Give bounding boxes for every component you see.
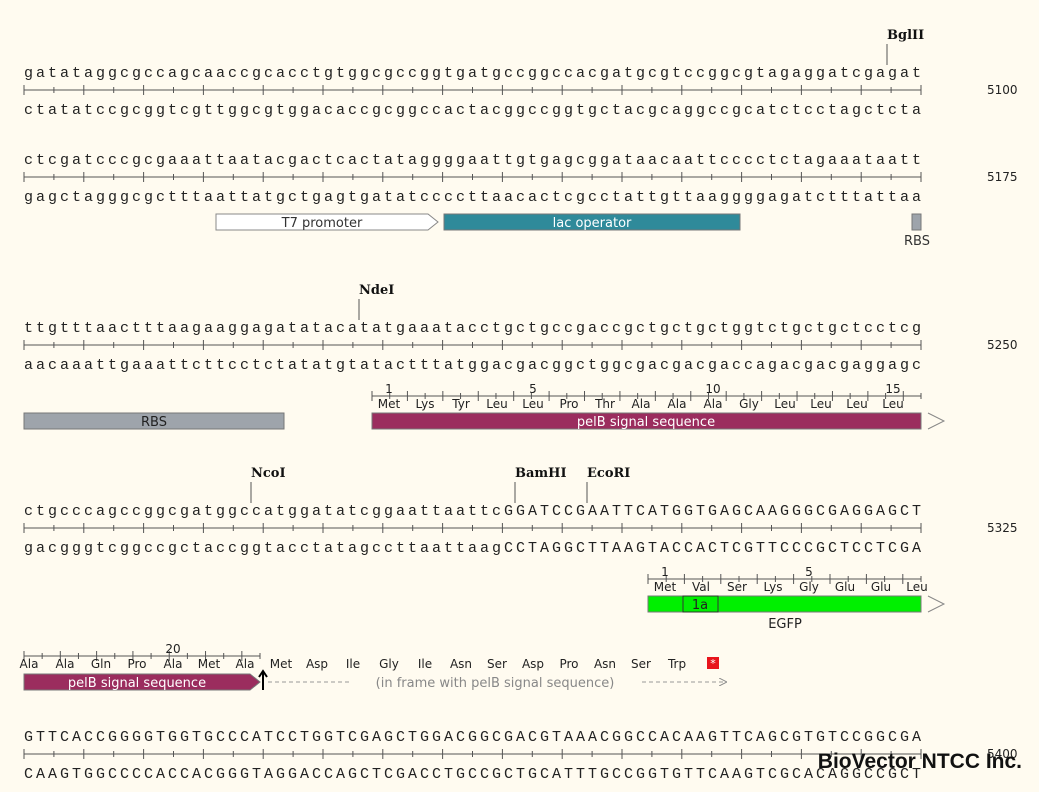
- residue-number: 1: [661, 565, 669, 579]
- amino-acid: Met: [378, 397, 401, 411]
- bottom-strand: gagctagggcgctttaattatgctgagtgatatcccctta…: [24, 189, 921, 206]
- amino-acid: Pro: [559, 657, 578, 671]
- feature-rbs: [23, 412, 285, 430]
- amino-acid: Tyr: [451, 397, 470, 411]
- amino-acid: Met: [198, 657, 221, 671]
- watermark: BioVector NTCC Inc.: [818, 750, 1022, 773]
- amino-acid: Ser: [727, 580, 747, 594]
- amino-acid: Lys: [764, 580, 783, 594]
- amino-acid: Gly: [739, 397, 759, 411]
- bottom-strand: ctatatccgcggtcgttggcgtggacaccgcggccactac…: [24, 102, 921, 119]
- position: 5250: [987, 338, 1018, 352]
- residue-number: 10: [705, 382, 720, 396]
- segment-label: 1a: [692, 598, 708, 613]
- feature-t7: [215, 213, 439, 231]
- top-strand: GTTCACCGGGGTGGTGCCCATCCTGGTCGAGCTGGACGGC…: [24, 729, 921, 746]
- feature-pelb: [23, 673, 261, 691]
- bottom-strand: aacaaattgaaattcttcctctatatgtatactttatgga…: [24, 357, 921, 374]
- note: (in frame with pelB signal sequence): [376, 676, 615, 691]
- feature-rbs: [911, 213, 922, 231]
- position: 5175: [987, 170, 1018, 184]
- site-label: BamHI: [515, 466, 567, 481]
- residue-number: 20: [165, 642, 180, 656]
- feature-lac: [443, 213, 741, 231]
- amino-acid: Leu: [846, 397, 867, 411]
- position: 5400: [987, 747, 1018, 761]
- amino-acid: Ile: [346, 657, 360, 671]
- feature-label: T7 promoter: [281, 216, 363, 231]
- amino-acid: Leu: [774, 397, 795, 411]
- amino-acid: Trp: [667, 657, 686, 671]
- feature-pelb: [371, 412, 922, 430]
- amino-acid: Val: [692, 580, 710, 594]
- feature-label: EGFP: [768, 617, 802, 632]
- amino-acid: Leu: [906, 580, 927, 594]
- site-label: BglII: [887, 28, 924, 43]
- residue-number: 5: [805, 565, 813, 579]
- amino-acid: Ala: [632, 397, 651, 411]
- residue-number: 1: [385, 382, 393, 396]
- amino-acid: Ala: [164, 657, 183, 671]
- bottom-strand: CAAGTGGCCCCACCACGGGTAGGACCAGCTCGACCTGCCG…: [24, 766, 921, 783]
- amino-acid: Met: [654, 580, 677, 594]
- feature-label: lac operator: [553, 216, 632, 231]
- feature-arrow: [927, 412, 946, 430]
- residue-number: 15: [885, 382, 900, 396]
- top-strand: ttgtttaactttaagaaggagatatacatatgaaatacct…: [24, 320, 921, 337]
- amino-acid: Asp: [306, 657, 328, 671]
- amino-acid: Leu: [882, 397, 903, 411]
- amino-acid: Thr: [594, 397, 615, 411]
- amino-acid: Ala: [20, 657, 39, 671]
- site-label: NdeI: [359, 283, 394, 298]
- amino-acid: Leu: [486, 397, 507, 411]
- amino-acid: Pro: [127, 657, 146, 671]
- feature-label: RBS: [141, 415, 167, 430]
- amino-acid: Glu: [871, 580, 891, 594]
- amino-acid: Asn: [450, 657, 472, 671]
- position: 5100: [987, 83, 1018, 97]
- amino-acid: Ala: [56, 657, 75, 671]
- bottom-strand: gacgggtcggccgctaccggtacctatagccttaattaag…: [24, 540, 921, 557]
- amino-acid: Ala: [236, 657, 255, 671]
- stop-codon: *: [710, 657, 716, 670]
- amino-acid: Pro: [559, 397, 578, 411]
- feature-arrow: [927, 595, 946, 613]
- amino-acid: Gly: [379, 657, 399, 671]
- amino-acid: Asn: [594, 657, 616, 671]
- position: 5325: [987, 521, 1018, 535]
- stop-box: [707, 657, 719, 669]
- feature-segment: [682, 595, 719, 613]
- amino-acid: Ser: [487, 657, 507, 671]
- amino-acid: Gly: [799, 580, 819, 594]
- site-label: EcoRI: [587, 466, 630, 481]
- amino-acid: Gln: [91, 657, 111, 671]
- top-strand: gatataggcgccagcaaccgcacctgtggcgccggtgatg…: [24, 65, 921, 82]
- amino-acid: Glu: [835, 580, 855, 594]
- residue-number: 5: [529, 382, 537, 396]
- amino-acid: Met: [270, 657, 293, 671]
- amino-acid: Leu: [810, 397, 831, 411]
- amino-acid: Asp: [522, 657, 544, 671]
- amino-acid: Leu: [522, 397, 543, 411]
- feature-label: pelB signal sequence: [68, 676, 206, 691]
- amino-acid: Ser: [631, 657, 651, 671]
- amino-acid: Ile: [418, 657, 432, 671]
- amino-acid: Lys: [416, 397, 435, 411]
- amino-acid: Ala: [704, 397, 723, 411]
- amino-acid: Ala: [668, 397, 687, 411]
- site-label: NcoI: [251, 466, 286, 481]
- feature-label: pelB signal sequence: [577, 415, 715, 430]
- cut-arrow: [258, 669, 268, 690]
- top-strand: ctgcccagccggcgatggccatggatatcggaattaattc…: [24, 503, 921, 520]
- feature-label: RBS: [904, 234, 930, 249]
- top-strand: ctcgatcccgcgaaattaatacgactcactataggggaat…: [24, 152, 921, 169]
